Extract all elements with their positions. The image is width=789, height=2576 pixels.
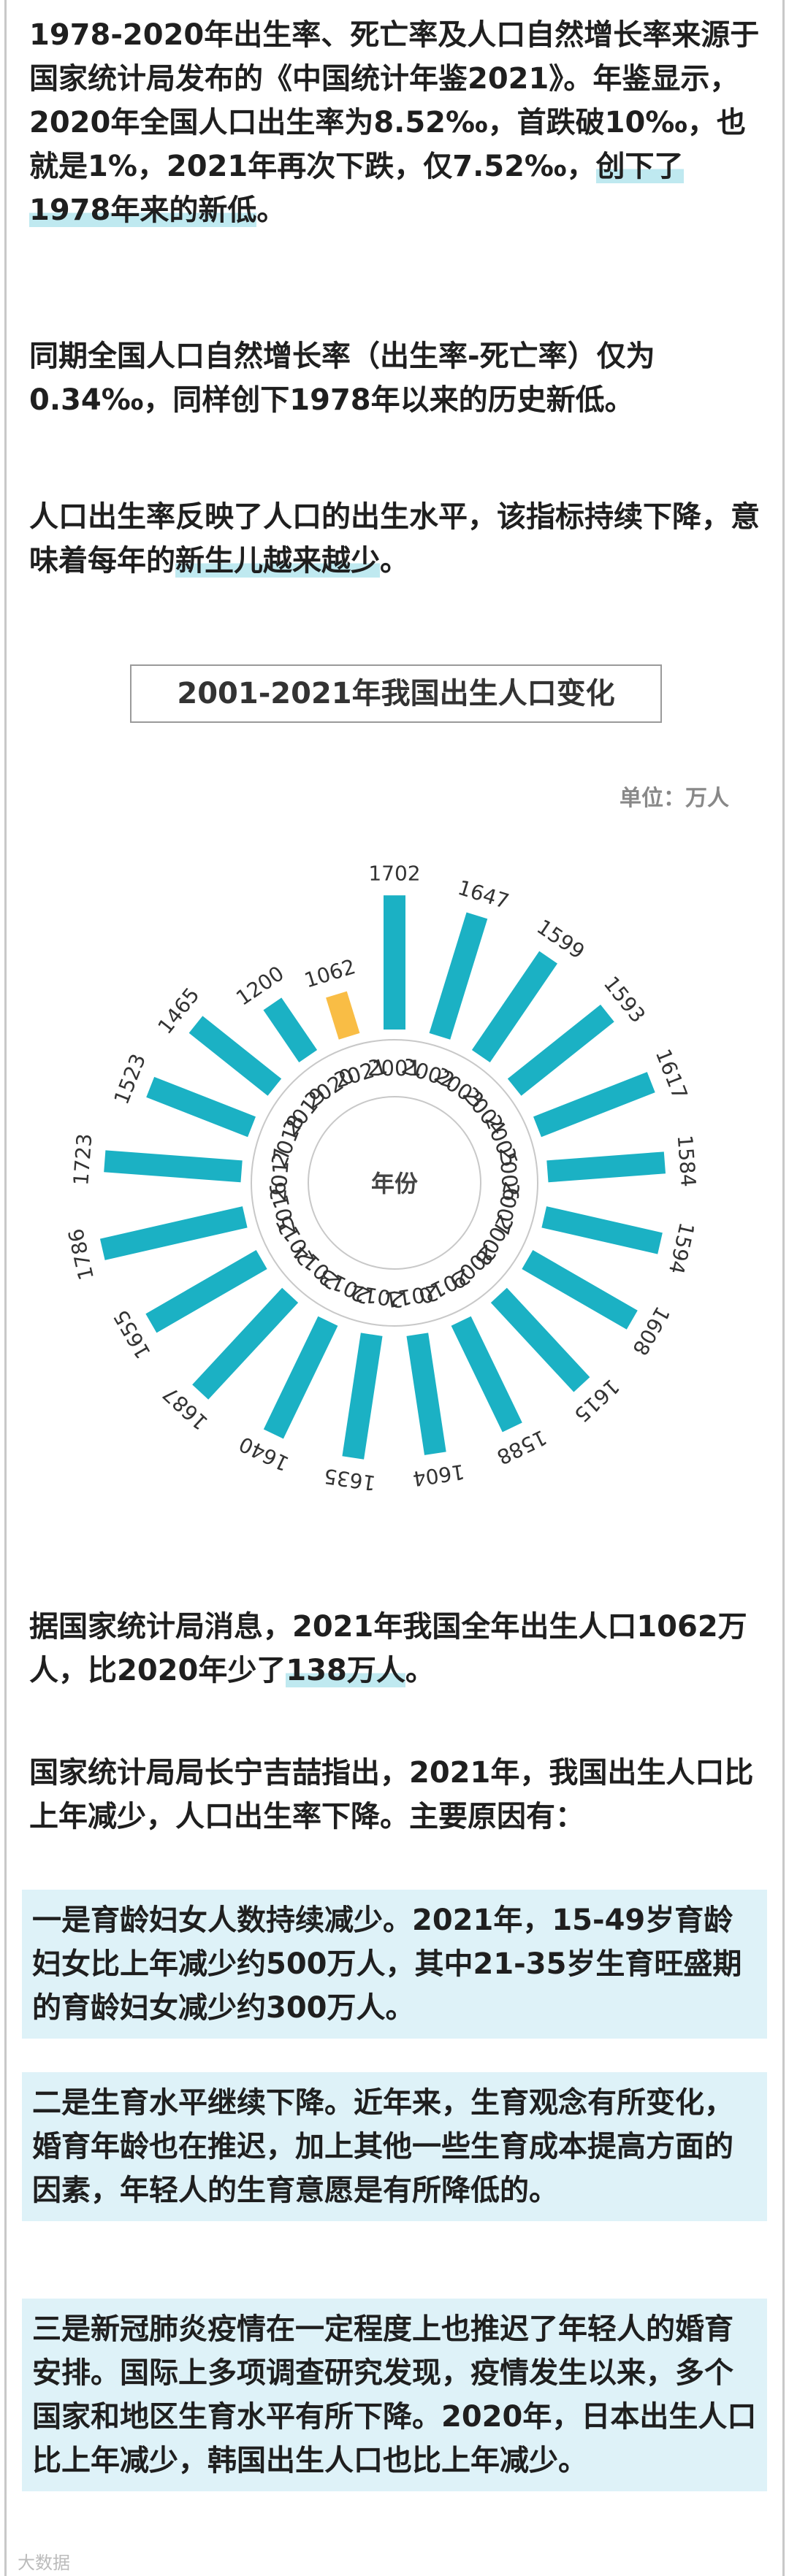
reason-box-2: 二是生育水平继续下降。近年来，生育观念有所变化，婚育年龄也在推迟，加上其他一些生… — [22, 2072, 767, 2221]
bar-2019 — [188, 1016, 282, 1096]
bar-2012 — [342, 1333, 383, 1460]
highlight-decrease: 138万人 — [286, 1654, 405, 1687]
value-label-2005: 1617 — [651, 1046, 693, 1103]
value-label-2012: 1635 — [322, 1464, 377, 1495]
bar-2005 — [533, 1072, 655, 1138]
bar-2010 — [451, 1316, 522, 1433]
paragraph-newborns: 人口出生率反映了人口的出生水平，该指标持续下降，意味着每年的新生儿越来越少。 — [29, 495, 760, 583]
paragraph-reasons-intro: 国家统计局局长宁吉喆指出，2021年，我国出生人口比上年减少，人口出生率下降。主… — [29, 1756, 754, 1833]
value-label-2021: 1062 — [302, 954, 359, 993]
paragraph-newborns-text: 人口出生率反映了人口的出生水平，该指标持续下降，意味着每年的 — [29, 500, 760, 578]
year-label-2021: 2021 — [331, 1054, 390, 1093]
paragraph-natural-growth: 同期全国人口自然增长率（出生率-死亡率）仅为0.34‰，同样创下1978年以来的… — [29, 340, 655, 417]
value-label-2007: 1594 — [664, 1220, 699, 1276]
reason-box-3: 三是新冠肺炎疫情在一定程度上也推迟了年轻人的婚育安排。国际上多项调查研究发现，疫… — [22, 2299, 767, 2491]
value-label-2016: 1786 — [64, 1226, 99, 1282]
bar-2020 — [263, 997, 318, 1062]
bar-2002 — [429, 912, 488, 1040]
paragraph-birth-rate: 1978-2020年出生率、死亡率及人口自然增长率来源于国家统计局发布的《中国统… — [29, 13, 760, 232]
bar-2003 — [471, 951, 557, 1062]
paragraph-births-2021-end: 。 — [405, 1654, 435, 1687]
reason-box-1: 一是育龄妇女人数持续减少。2021年，15-49岁育龄妇女比上年减少约500万人… — [22, 1890, 767, 2039]
value-label-2006: 1584 — [673, 1134, 701, 1188]
bar-2008 — [522, 1250, 638, 1330]
paragraph-birth-rate-end: 。 — [256, 193, 286, 227]
value-label-2013: 1640 — [235, 1432, 293, 1476]
paragraph-newborns-end: 。 — [380, 544, 409, 578]
bar-2017 — [104, 1150, 243, 1183]
value-label-2017: 1723 — [69, 1132, 96, 1187]
bar-2021 — [326, 991, 360, 1040]
value-label-2011: 1604 — [411, 1460, 466, 1491]
value-label-2018: 1523 — [109, 1051, 150, 1108]
bar-2006 — [546, 1151, 666, 1183]
chart-title: 2001-2021年我国出生人口变化 — [130, 664, 662, 723]
bar-2014 — [192, 1287, 299, 1400]
watermark: 大数据 — [18, 2553, 70, 2573]
bar-2016 — [99, 1206, 248, 1260]
highlight-fewer-newborns: 新生儿越来越少 — [175, 544, 380, 578]
bar-2004 — [507, 1004, 614, 1096]
outer-ring — [251, 1039, 538, 1327]
bar-2009 — [490, 1287, 590, 1392]
paragraph-birth-rate-text: 1978-2020年出生率、死亡率及人口自然增长率来源于国家统计局发布的《中国统… — [29, 18, 760, 183]
bar-2007 — [541, 1206, 663, 1254]
value-label-2002: 1647 — [455, 875, 512, 914]
frame-right-line — [782, 0, 785, 2576]
inner-ring — [308, 1096, 481, 1270]
bar-2011 — [406, 1333, 446, 1455]
paragraph-births-2021: 据国家统计局消息，2021年我国全年出生人口1062万人，比2020年少了138… — [29, 1605, 760, 1693]
frame-left-line — [4, 0, 7, 2576]
value-label-2001: 1702 — [368, 862, 420, 886]
bar-2001 — [384, 895, 405, 1030]
center-label: 年份 — [371, 1170, 418, 1197]
year-label-2001: 2001 — [367, 1056, 422, 1081]
chart-unit: 单位：万人 — [620, 786, 729, 811]
year-label-2006: 2006 — [495, 1146, 523, 1202]
value-label-2010: 1588 — [493, 1425, 551, 1470]
bar-2013 — [263, 1316, 338, 1439]
radial-bar-chart: 年份17022001164720021599200315932004161720… — [64, 862, 701, 1495]
paragraph-births-2021-text: 据国家统计局消息，2021年我国全年出生人口1062万人，比2020年少了 — [29, 1610, 747, 1687]
bar-2015 — [145, 1250, 267, 1333]
year-label-2017: 2017 — [266, 1146, 294, 1202]
bar-2018 — [146, 1076, 256, 1138]
